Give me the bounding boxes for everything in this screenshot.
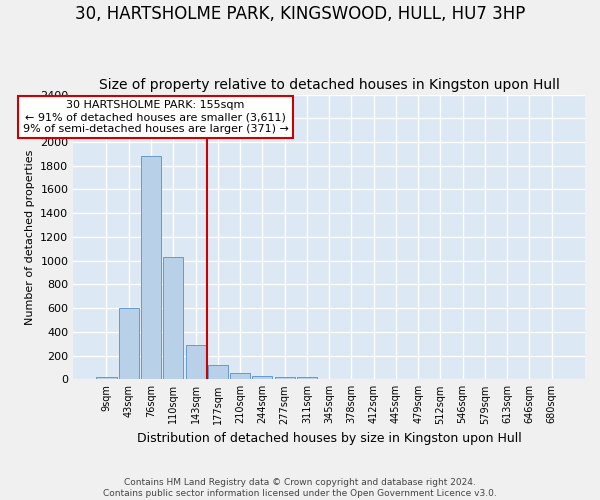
X-axis label: Distribution of detached houses by size in Kingston upon Hull: Distribution of detached houses by size … bbox=[137, 432, 521, 445]
Bar bbox=[230, 374, 250, 380]
Bar bbox=[319, 378, 339, 380]
Bar bbox=[119, 308, 139, 380]
Bar bbox=[252, 376, 272, 380]
Y-axis label: Number of detached properties: Number of detached properties bbox=[25, 149, 35, 324]
Text: Contains HM Land Registry data © Crown copyright and database right 2024.
Contai: Contains HM Land Registry data © Crown c… bbox=[103, 478, 497, 498]
Bar bbox=[97, 377, 116, 380]
Text: 30 HARTSHOLME PARK: 155sqm
← 91% of detached houses are smaller (3,611)
9% of se: 30 HARTSHOLME PARK: 155sqm ← 91% of deta… bbox=[23, 100, 289, 134]
Bar bbox=[185, 346, 206, 380]
Bar bbox=[163, 256, 183, 380]
Bar bbox=[275, 377, 295, 380]
Text: 30, HARTSHOLME PARK, KINGSWOOD, HULL, HU7 3HP: 30, HARTSHOLME PARK, KINGSWOOD, HULL, HU… bbox=[75, 5, 525, 23]
Bar bbox=[208, 365, 228, 380]
Bar bbox=[141, 156, 161, 380]
Title: Size of property relative to detached houses in Kingston upon Hull: Size of property relative to detached ho… bbox=[98, 78, 560, 92]
Bar bbox=[297, 377, 317, 380]
